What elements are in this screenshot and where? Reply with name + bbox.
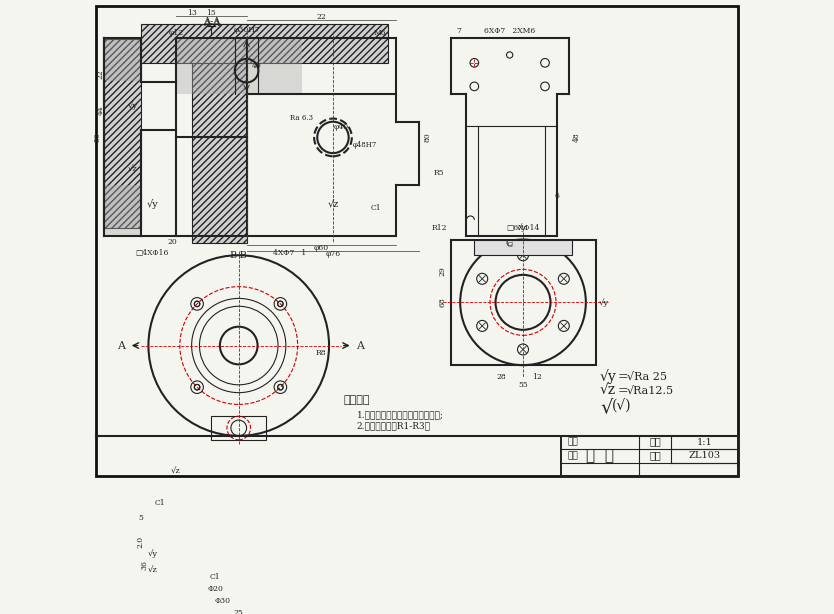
Text: R5: R5	[434, 169, 445, 177]
Text: Φ20: Φ20	[207, 585, 224, 593]
Polygon shape	[192, 23, 247, 243]
Text: √y: √y	[600, 370, 616, 384]
Text: 22: 22	[97, 70, 104, 79]
Text: √y: √y	[147, 199, 158, 209]
Text: √z: √z	[148, 565, 158, 573]
Text: 13: 13	[187, 9, 197, 17]
Text: 4XΦ7   1: 4XΦ7 1	[274, 249, 306, 257]
Text: √: √	[600, 398, 612, 416]
Text: R12: R12	[431, 223, 447, 231]
Text: C1: C1	[210, 573, 220, 581]
Text: φ40: φ40	[334, 123, 349, 131]
Text: 壳  体: 壳 体	[586, 449, 614, 464]
Text: 25: 25	[234, 608, 244, 614]
Polygon shape	[103, 39, 141, 228]
Bar	[560, 436, 738, 476]
Text: 28: 28	[497, 373, 507, 381]
Text: 技术要求: 技术要求	[344, 395, 369, 405]
Text: C1: C1	[155, 499, 165, 507]
Text: 68: 68	[439, 297, 447, 307]
Text: 材料: 材料	[649, 451, 661, 460]
Bar	[247, 37, 302, 94]
Bar	[103, 185, 141, 236]
Text: √y: √y	[128, 102, 138, 111]
Text: Φ30: Φ30	[215, 597, 231, 605]
Text: 6XΦ7   2XM6: 6XΦ7 2XM6	[484, 28, 535, 36]
Text: φ12: φ12	[168, 29, 183, 37]
Bar	[211, 416, 266, 440]
Polygon shape	[141, 23, 388, 63]
Text: =: =	[614, 370, 633, 384]
Text: 36: 36	[140, 561, 148, 570]
Text: 22: 22	[316, 14, 326, 21]
Text: 15: 15	[206, 9, 216, 17]
Text: √y: √y	[599, 298, 609, 306]
Text: (√): (√)	[612, 400, 631, 414]
Text: 48: 48	[572, 133, 580, 142]
Text: =: =	[614, 384, 633, 397]
Text: Ra 6.3: Ra 6.3	[290, 114, 313, 122]
Text: 80: 80	[423, 133, 431, 142]
Text: φ60: φ60	[314, 244, 329, 252]
Text: C: C	[506, 239, 514, 248]
Bar	[103, 37, 141, 81]
Text: 制图: 制图	[567, 438, 578, 446]
Text: √Ra12.5: √Ra12.5	[626, 386, 674, 395]
Text: 2.0: 2.0	[137, 536, 144, 548]
Text: 1.铸件应经时效处理，消除内应力;: 1.铸件应经时效处理，消除内应力;	[356, 410, 444, 419]
Text: A-A: A-A	[203, 17, 220, 26]
Text: 7: 7	[456, 28, 461, 36]
Text: √z: √z	[128, 165, 138, 173]
Text: √z: √z	[171, 467, 181, 475]
Text: 12: 12	[532, 373, 542, 381]
Text: A-A: A-A	[203, 19, 220, 28]
Text: ZL103: ZL103	[688, 451, 721, 460]
Bar	[475, 239, 572, 255]
Text: 55: 55	[518, 381, 528, 389]
Text: 50: 50	[93, 133, 102, 142]
Text: R8: R8	[316, 349, 326, 357]
Text: φ30H7: φ30H7	[234, 26, 260, 34]
Text: 29: 29	[439, 266, 447, 276]
Text: A: A	[117, 341, 125, 351]
Text: M6: M6	[374, 29, 386, 37]
Bar	[450, 239, 596, 365]
Text: √z: √z	[600, 383, 616, 397]
Text: 比例: 比例	[649, 438, 661, 446]
Text: 40: 40	[252, 62, 262, 70]
Text: C1: C1	[371, 204, 381, 212]
Text: 6: 6	[555, 192, 560, 200]
Text: 1:1: 1:1	[696, 438, 712, 446]
Text: φ76: φ76	[325, 251, 340, 258]
Text: □4XΦ16: □4XΦ16	[136, 249, 169, 257]
Text: √Ra 25: √Ra 25	[626, 372, 666, 382]
Text: √z: √z	[327, 200, 339, 209]
Text: √y: √y	[148, 550, 158, 558]
Text: □6XΦ14: □6XΦ14	[506, 223, 540, 231]
Text: 5: 5	[138, 515, 143, 523]
Text: C: C	[506, 241, 513, 249]
Text: φ48H7: φ48H7	[352, 141, 376, 149]
Text: 20: 20	[167, 238, 177, 246]
Bar	[176, 37, 247, 94]
Text: 审核: 审核	[567, 451, 578, 460]
Text: B-B: B-B	[230, 251, 248, 260]
Text: 2.未注铸造圆角R1-R3。: 2.未注铸造圆角R1-R3。	[356, 421, 430, 430]
Text: 44: 44	[97, 105, 104, 115]
Text: √y: √y	[516, 223, 526, 232]
Text: A: A	[356, 341, 364, 351]
